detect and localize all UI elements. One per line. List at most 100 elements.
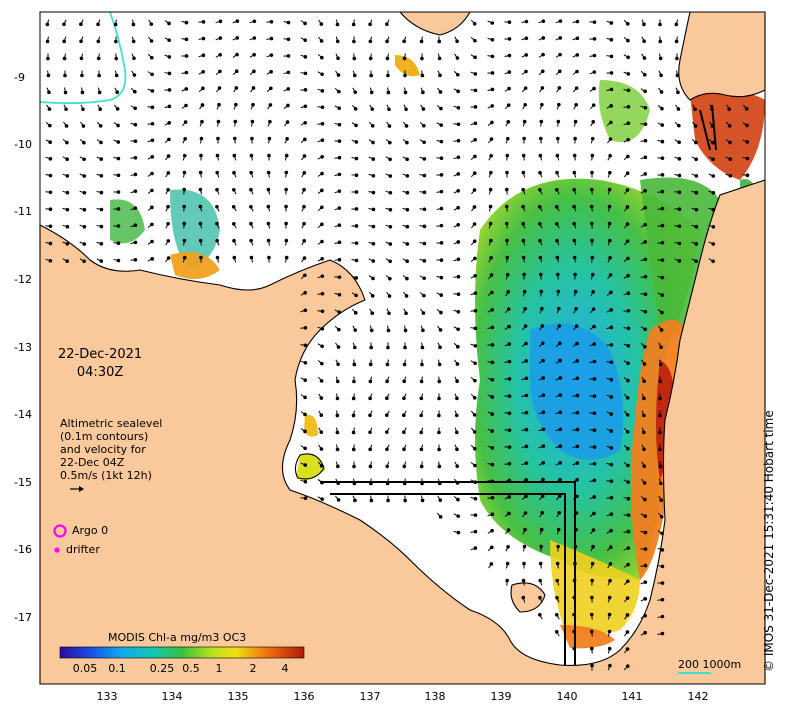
- velocity-arrow-head: [201, 20, 206, 24]
- velocity-arrow-head: [488, 221, 493, 226]
- velocity-arrow-head: [354, 190, 359, 194]
- velocity-arrow-head: [198, 170, 203, 175]
- velocity-arrow-head: [421, 311, 426, 315]
- velocity-arrow-head: [572, 255, 577, 260]
- lon-tick: 141: [621, 690, 643, 703]
- velocity-arrow-head: [80, 73, 84, 78]
- velocity-arrow-head: [592, 37, 597, 41]
- velocity-arrow-head: [558, 461, 563, 465]
- velocity-arrow-head: [320, 239, 324, 244]
- velocity-arrow-head: [166, 204, 170, 209]
- velocity-arrow-head: [82, 207, 87, 212]
- velocity-arrow-head: [80, 90, 85, 95]
- map-frame: [39, 11, 766, 685]
- velocity-arrow-head: [590, 153, 595, 158]
- velocity-arrow-head: [403, 498, 407, 503]
- velocity-arrow-head: [455, 39, 459, 44]
- velocity-arrow-head: [320, 89, 325, 93]
- velocity-arrow-head: [320, 344, 324, 349]
- velocity-arrow-head: [643, 580, 648, 584]
- velocity-arrow-head: [591, 103, 596, 107]
- velocity-arrow-head: [745, 123, 749, 128]
- velocity-arrow-head: [643, 630, 647, 635]
- argo-marker: [53, 524, 67, 538]
- velocity-arrow-head: [351, 430, 356, 435]
- velocity-arrow-head: [575, 461, 580, 465]
- velocity-arrow-head: [184, 70, 189, 75]
- lat-tick: -10: [14, 138, 32, 151]
- velocity-arrow-head: [115, 90, 119, 94]
- velocity-arrow-head: [521, 153, 526, 158]
- velocity-arrow-head: [337, 139, 342, 143]
- velocity-arrow-head: [320, 188, 324, 193]
- velocity-arrow-head: [539, 289, 544, 294]
- velocity-arrow-head: [354, 224, 359, 228]
- velocity-arrow-head: [592, 53, 597, 58]
- velocity-arrow-head: [555, 578, 560, 583]
- velocity-arrow-head: [540, 511, 545, 515]
- velocity-arrow-head: [472, 22, 477, 26]
- velocity-arrow-head: [642, 362, 647, 366]
- velocity-arrow-head: [235, 19, 240, 23]
- velocity-arrow-head: [149, 39, 154, 43]
- velocity-arrow-head: [626, 344, 631, 348]
- velocity-arrow-head: [642, 56, 647, 60]
- velocity-arrow-head: [538, 170, 542, 175]
- velocity-arrow-head: [167, 137, 171, 142]
- velocity-arrow-head: [402, 464, 407, 469]
- velocity-arrow-head: [489, 545, 494, 550]
- velocity-arrow-head: [489, 137, 494, 141]
- velocity-arrow-head: [303, 137, 307, 142]
- velocity-arrow-head: [558, 410, 563, 415]
- velocity-arrow-head: [48, 123, 52, 128]
- velocity-arrow-head: [99, 207, 104, 212]
- velocity-arrow-head: [368, 447, 372, 452]
- velocity-arrow-head: [523, 527, 527, 532]
- velocity-arrow-head: [216, 119, 221, 124]
- velocity-arrow-head: [65, 190, 70, 195]
- velocity-arrow-head: [590, 595, 594, 600]
- velocity-arrow-head: [82, 224, 87, 229]
- velocity-arrow-head: [540, 102, 544, 107]
- velocity-arrow-head: [643, 188, 647, 193]
- velocity-arrow-head: [438, 345, 442, 350]
- velocity-arrow-head: [337, 223, 342, 227]
- velocity-arrow-head: [437, 464, 442, 469]
- velocity-arrow-head: [608, 153, 612, 158]
- velocity-arrow-head: [439, 241, 444, 245]
- velocity-arrow-head: [643, 222, 647, 227]
- velocity-arrow-head: [48, 259, 53, 263]
- velocity-arrow-head: [150, 89, 155, 93]
- velocity-arrow-head: [266, 221, 271, 226]
- velocity-arrow-head: [523, 511, 528, 515]
- velocity-arrow-head: [387, 294, 392, 298]
- velocity-arrow-head: [557, 511, 562, 515]
- velocity-arrow-head: [320, 138, 325, 142]
- velocity-arrow-head: [507, 511, 511, 516]
- velocity-arrow-head: [626, 446, 630, 451]
- velocity-arrow-head: [538, 221, 542, 226]
- velocity-arrow-head: [402, 362, 407, 367]
- velocity-arrow-head: [150, 257, 155, 261]
- velocity-arrow-head: [303, 55, 308, 59]
- velocity-arrow-head: [521, 204, 525, 209]
- velocity-arrow-head: [45, 39, 50, 44]
- velocity-arrow-head: [133, 172, 138, 177]
- velocity-arrow-head: [558, 477, 562, 482]
- velocity-arrow-head: [608, 562, 613, 566]
- velocity-arrow-head: [422, 259, 427, 263]
- velocity-arrow-head: [538, 561, 543, 566]
- velocity-arrow-head: [386, 90, 391, 95]
- velocity-arrow-head: [335, 430, 340, 435]
- velocity-arrow-head: [114, 73, 119, 78]
- velocity-arrow-head: [131, 22, 136, 27]
- velocity-arrow-head: [354, 207, 359, 211]
- velocity-arrow-head: [608, 545, 613, 550]
- velocity-arrow-head: [286, 37, 291, 42]
- velocity-arrow-head: [63, 73, 67, 78]
- velocity-arrow-head: [320, 309, 325, 314]
- velocity-arrow-head: [402, 396, 406, 401]
- velocity-arrow-head: [150, 72, 154, 77]
- velocity-arrow-head: [182, 238, 187, 243]
- velocity-arrow-head: [558, 358, 562, 363]
